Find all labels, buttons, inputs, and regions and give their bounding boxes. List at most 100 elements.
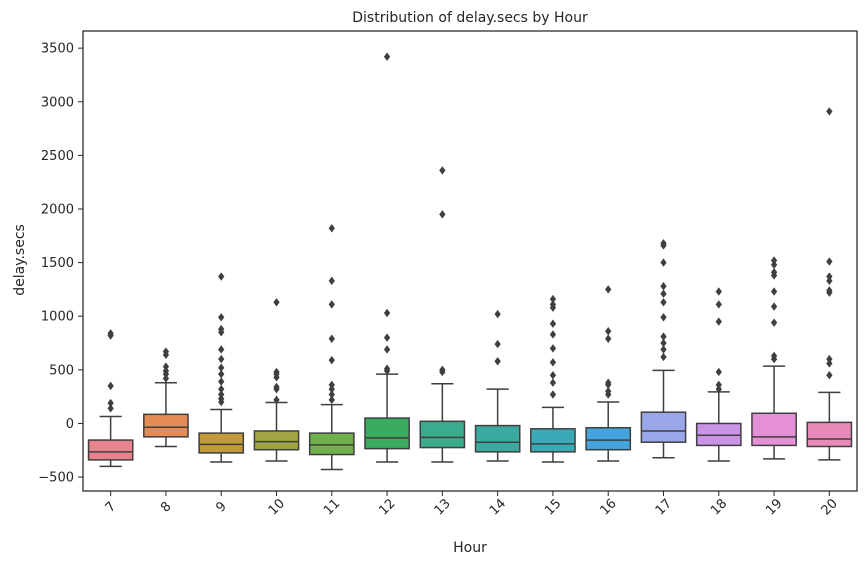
- outlier-point: [660, 281, 667, 291]
- outlier-point: [328, 395, 335, 405]
- outlier-point: [826, 107, 833, 116]
- outlier-point: [715, 367, 722, 377]
- outlier-point: [328, 390, 335, 399]
- outlier-point: [218, 313, 225, 322]
- outlier-point: [826, 286, 833, 295]
- box-hour-16: [585, 285, 632, 462]
- x-tick-label: 13: [432, 496, 454, 518]
- box-iqr: [640, 411, 687, 443]
- outlier-point: [218, 363, 225, 372]
- outlier-point: [107, 398, 114, 408]
- box-iqr: [253, 430, 300, 451]
- y-axis: −500 0 500 1000 1500 2000 2500 3000 3500: [38, 42, 83, 486]
- outlier-point: [107, 329, 114, 338]
- outlier-point: [660, 332, 667, 341]
- box-iqr: [87, 439, 134, 461]
- box-hour-12: [364, 52, 410, 463]
- outlier-point: [218, 390, 225, 399]
- plot-area: [87, 52, 853, 471]
- outlier-point: [826, 370, 833, 380]
- y-tick-label: −500: [38, 471, 74, 486]
- y-axis-label: delay.secs: [12, 224, 28, 296]
- outlier-point: [660, 298, 667, 307]
- box-hour-7: [87, 329, 134, 468]
- outlier-point: [770, 318, 778, 327]
- box-hour-18: [695, 287, 742, 462]
- outlier-point: [715, 300, 722, 309]
- box-hour-11: [308, 224, 355, 471]
- outlier-point: [660, 239, 667, 248]
- outlier-point: [605, 334, 612, 343]
- box-iqr: [585, 426, 632, 451]
- outlier-point: [328, 384, 335, 394]
- outlier-point: [660, 338, 667, 348]
- outlier-point: [494, 309, 501, 319]
- outlier-point: [218, 345, 225, 354]
- outlier-point: [383, 308, 391, 318]
- outlier-point: [605, 285, 612, 294]
- outlier-point: [328, 276, 335, 286]
- x-tick-label: 7: [103, 499, 119, 515]
- box-hour-19: [751, 256, 797, 460]
- outlier-point: [328, 300, 335, 309]
- box-hour-10: [253, 298, 300, 462]
- outlier-point: [770, 268, 778, 277]
- box-iqr: [143, 413, 189, 438]
- box-hour-9: [198, 272, 245, 463]
- box-hour-15: [530, 294, 576, 463]
- outlier-point: [439, 210, 446, 219]
- x-tick-label: 20: [819, 496, 841, 518]
- outlier-point: [218, 369, 225, 379]
- outlier-point: [770, 287, 778, 296]
- y-tick-label: 500: [49, 363, 74, 378]
- outlier-point: [328, 355, 335, 365]
- x-axis: 7 8 9 10 11 12 13 14 15 16 17 18 19 20: [103, 491, 841, 519]
- outlier-point: [494, 357, 501, 366]
- plot-frame: [82, 30, 858, 492]
- outlier-point: [770, 351, 778, 361]
- outlier-point: [383, 52, 391, 61]
- outlier-point: [383, 345, 391, 354]
- outlier-point: [549, 390, 557, 399]
- y-tick-label: 2500: [41, 149, 74, 164]
- x-axis-label: Hour: [453, 540, 487, 556]
- y-tick-label: 3500: [41, 42, 74, 57]
- x-tick-label: 17: [653, 496, 675, 518]
- y-tick-label: 1500: [41, 256, 74, 271]
- y-tick-label: 3000: [41, 95, 74, 110]
- outlier-point: [605, 378, 612, 387]
- outlier-point: [494, 339, 501, 349]
- outlier-point: [770, 302, 778, 311]
- outlier-point: [715, 317, 722, 326]
- box-iqr: [198, 432, 245, 454]
- outlier-point: [826, 354, 833, 364]
- x-tick-label: 9: [213, 499, 229, 515]
- x-tick-label: 10: [266, 496, 288, 518]
- outlier-point: [660, 258, 667, 267]
- outlier-point: [715, 380, 722, 390]
- box-hour-20: [806, 107, 853, 461]
- outlier-point: [107, 381, 114, 391]
- box-hour-8: [143, 347, 189, 448]
- chart-title: Distribution of delay.secs by Hour: [352, 10, 588, 26]
- outlier-point: [549, 358, 557, 367]
- outlier-point: [549, 370, 557, 380]
- outlier-point: [162, 366, 170, 376]
- x-tick-label: 8: [158, 499, 174, 515]
- outlier-point: [218, 272, 225, 281]
- box-iqr: [364, 417, 410, 450]
- outlier-point: [273, 395, 280, 405]
- outlier-point: [218, 394, 225, 403]
- x-tick-label: 14: [487, 496, 509, 518]
- outlier-point: [549, 378, 557, 387]
- box-iqr: [806, 421, 853, 448]
- outlier-point: [715, 384, 722, 394]
- x-tick-label: 16: [597, 496, 619, 518]
- outlier-point: [162, 362, 170, 371]
- box-iqr: [308, 432, 355, 456]
- y-tick-label: 2000: [41, 202, 74, 217]
- outlier-point: [549, 300, 557, 309]
- outlier-point: [328, 334, 335, 343]
- x-tick-label: 11: [321, 496, 343, 518]
- outlier-point: [770, 260, 778, 269]
